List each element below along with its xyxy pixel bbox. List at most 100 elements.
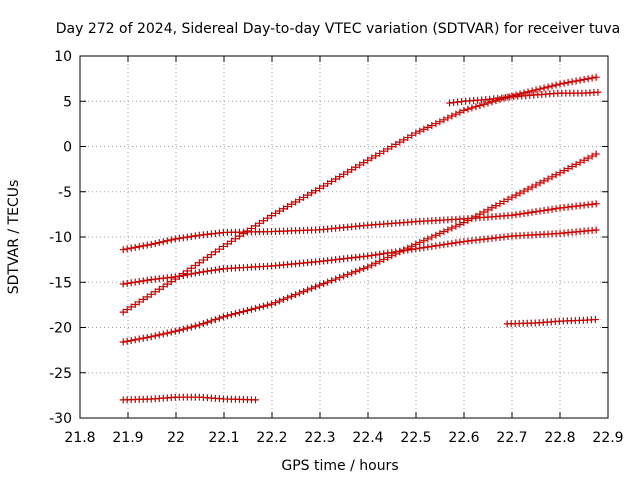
data-point [520,209,528,217]
x-axis-label: GPS time / hours [281,458,398,474]
data-point [408,131,416,139]
data-point [288,200,296,208]
data-point [344,271,352,279]
data-point [436,241,444,249]
data-point [151,332,159,340]
data-point [540,206,548,214]
data-point [284,202,292,210]
data-point [588,152,596,160]
data-point [512,191,520,199]
data-point [175,326,183,334]
data-point [336,173,344,181]
data-point [372,251,380,259]
data-point [340,272,348,280]
data-point [179,234,187,242]
data-point [440,116,448,124]
data-point [300,287,308,295]
data-point [308,284,316,292]
data-point [147,240,155,248]
data-point [143,293,151,301]
data-point [584,154,592,162]
data-point [544,206,552,214]
data-point [452,110,460,118]
y-tick-label: -15 [49,275,72,291]
y-tick-label: -5 [58,185,72,201]
x-tick-label: 22.5 [400,430,431,446]
data-point [360,159,368,167]
data-point [488,204,496,212]
data-point [203,253,211,261]
data-point [468,214,476,222]
data-point [420,237,428,245]
data-point [175,272,183,280]
data-point [400,136,408,144]
data-point [163,280,171,288]
data-point [420,125,428,133]
data-point [175,234,183,242]
data-point [139,277,147,285]
data-point [380,147,388,155]
data-point [324,180,332,188]
data-point [147,333,155,341]
data-point [340,170,348,178]
data-point [508,211,516,219]
data-point [123,337,131,345]
data-point [191,269,199,277]
data-point [594,88,602,96]
data-point [328,177,336,185]
data-point [304,286,312,294]
data-point [167,236,175,244]
data-point [380,255,388,263]
data-point [344,168,352,176]
data-point [440,241,448,249]
series-track-4 [119,150,600,346]
data-point [191,232,199,240]
y-tick-label: -20 [49,321,72,337]
data-point [412,240,420,248]
data-point [592,150,600,158]
data-point [276,207,284,215]
data-point [231,235,239,243]
data-point [143,276,151,284]
data-point [199,268,207,276]
data-point [119,246,127,254]
data-point [139,295,147,303]
data-point [155,331,163,339]
data-point [131,243,139,251]
data-point [472,212,480,220]
data-point [119,280,127,288]
y-tick-label: -30 [49,411,72,427]
data-point [388,143,396,151]
data-point [516,210,524,218]
data-point [384,145,392,153]
data-point [251,396,259,404]
data-point [280,205,288,213]
y-tick-label: 5 [63,94,72,110]
data-point [352,268,360,276]
data-point [183,271,191,279]
data-point [424,243,432,251]
data-point [147,290,155,298]
data-point [195,321,203,329]
data-point [432,242,440,250]
data-point [272,209,280,217]
data-point [267,212,275,220]
data-point [444,114,452,122]
data-point [456,108,464,116]
data-point [215,314,223,322]
data-point [251,222,259,230]
x-tick-label: 22.9 [592,430,623,446]
data-point [163,237,171,245]
data-point [263,214,271,222]
data-point [564,79,572,87]
data-point [576,158,584,166]
data-point [476,102,484,109]
data-point [223,240,231,248]
data-point [191,262,199,269]
data-point [352,163,360,171]
data-point [440,228,448,236]
data-point [119,338,127,346]
data-point [428,233,436,241]
data-point [267,300,275,308]
data-point [123,306,131,314]
